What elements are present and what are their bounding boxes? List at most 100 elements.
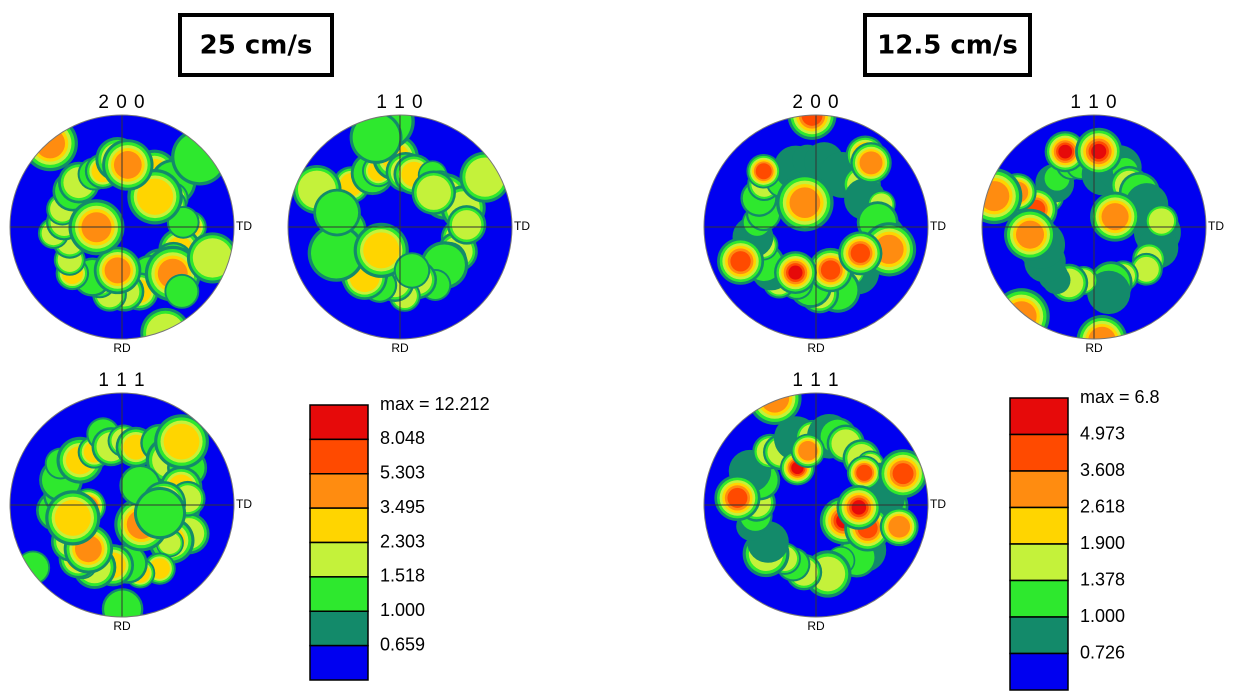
td-label: TD xyxy=(236,497,252,511)
legend-swatch xyxy=(309,507,369,544)
contour xyxy=(166,275,198,307)
contour xyxy=(315,191,359,234)
contour xyxy=(788,265,803,280)
contour xyxy=(727,487,748,508)
contour xyxy=(113,151,142,179)
figure-label: 2 0 0 xyxy=(98,92,145,113)
contour xyxy=(104,590,142,617)
contour xyxy=(1101,203,1129,231)
rd-label: RD xyxy=(113,341,131,355)
rd-label: RD xyxy=(807,341,825,355)
pole-outline xyxy=(287,114,513,340)
legend-swatch xyxy=(1009,506,1069,545)
legend-label: 0.726 xyxy=(1080,642,1125,662)
pole-figure xyxy=(288,115,512,339)
pole-outline xyxy=(9,114,235,340)
contour xyxy=(1015,220,1045,249)
legend-swatch xyxy=(1009,543,1069,582)
legend-label: 2.618 xyxy=(1080,496,1125,516)
rd-label: RD xyxy=(391,341,409,355)
legend-swatch xyxy=(1009,470,1069,509)
legend-swatch xyxy=(309,438,369,475)
pole-figure xyxy=(982,115,1206,339)
figure-label: 1 1 0 xyxy=(376,92,423,113)
contour xyxy=(1133,256,1159,282)
contour xyxy=(888,515,911,538)
contour xyxy=(168,207,198,237)
legend-label: 1.518 xyxy=(380,566,425,586)
contour xyxy=(363,232,400,269)
legend-swatch xyxy=(1009,616,1069,655)
contour xyxy=(174,131,225,183)
legend-label: 2.303 xyxy=(380,531,425,551)
contour xyxy=(136,178,174,215)
figure-label: 1 1 1 xyxy=(792,370,839,391)
legend-swatch xyxy=(309,610,369,647)
contour xyxy=(755,163,772,180)
legend-swatch xyxy=(309,576,369,612)
contour xyxy=(192,238,233,278)
contour xyxy=(104,257,131,284)
contour xyxy=(1058,144,1073,159)
contour xyxy=(1091,143,1107,159)
td-label: TD xyxy=(1208,219,1224,233)
contour xyxy=(1088,326,1116,339)
legend-swatch xyxy=(1009,652,1069,691)
contour xyxy=(451,210,482,240)
pole-outline xyxy=(981,114,1207,340)
panel-title: 25 cm/s xyxy=(200,31,313,61)
contour xyxy=(851,500,867,515)
legend-label: 0.659 xyxy=(380,634,425,654)
contour xyxy=(136,489,184,537)
figure-label: 2 0 0 xyxy=(792,92,839,113)
legend-label: 3.608 xyxy=(1080,460,1125,480)
contour xyxy=(892,463,914,485)
contour xyxy=(760,393,790,413)
pole-outline xyxy=(9,392,235,618)
figure-label: 1 1 0 xyxy=(1070,92,1117,113)
contour xyxy=(798,441,818,461)
legend-label: 1.378 xyxy=(1080,569,1125,589)
contour xyxy=(146,313,185,339)
contour xyxy=(856,464,873,481)
td-label: TD xyxy=(930,219,946,233)
contour xyxy=(850,243,871,263)
legend-label: 1.900 xyxy=(1080,533,1125,553)
pole-figure xyxy=(704,115,928,339)
contour xyxy=(416,175,451,210)
contour xyxy=(352,115,400,161)
pole-figure xyxy=(10,115,234,339)
legend-label: 3.495 xyxy=(380,497,425,517)
panel-title: 12.5 cm/s xyxy=(877,31,1018,61)
contour xyxy=(54,499,91,536)
contour xyxy=(730,251,751,272)
legend-max: max = 12.212 xyxy=(380,394,490,414)
legend-swatch xyxy=(1009,397,1069,436)
pole-figure xyxy=(704,393,928,617)
td-label: TD xyxy=(236,219,252,233)
contour xyxy=(820,260,841,280)
title-box xyxy=(863,13,1032,77)
rd-label: RD xyxy=(807,619,825,633)
contour xyxy=(1148,208,1175,234)
legend-swatch xyxy=(309,404,369,441)
contour xyxy=(789,187,821,219)
legend-max: max = 6.8 xyxy=(1080,387,1160,407)
legend-swatch xyxy=(1009,433,1069,472)
contour xyxy=(163,423,200,460)
legend-swatch xyxy=(1009,579,1069,618)
contour xyxy=(395,254,429,287)
pole-outline xyxy=(703,392,929,618)
pole-outline xyxy=(703,114,929,340)
legend-label: 4.973 xyxy=(1080,423,1125,443)
legend-label: 5.303 xyxy=(380,463,425,483)
contour xyxy=(465,157,505,197)
legend-swatch xyxy=(309,473,369,509)
contour xyxy=(1006,301,1037,332)
rd-label: RD xyxy=(113,619,131,633)
legend-swatch xyxy=(309,541,369,578)
contour xyxy=(859,151,883,175)
pole-figure xyxy=(10,393,234,617)
legend-swatch xyxy=(309,644,369,681)
